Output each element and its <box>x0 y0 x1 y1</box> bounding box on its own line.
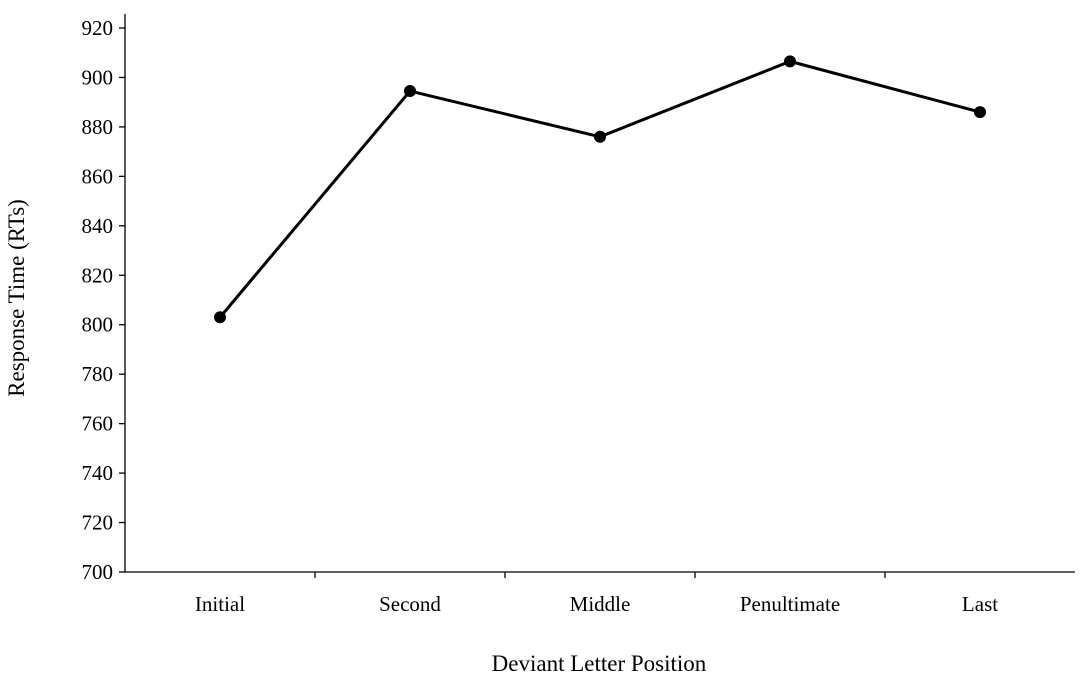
y-tick-label: 820 <box>82 263 114 287</box>
y-axis-title: Response Time (RTs) <box>4 199 29 397</box>
series-layer <box>214 55 986 324</box>
x-tick-label: Second <box>379 592 441 616</box>
y-tick-label: 780 <box>82 362 114 386</box>
data-point <box>404 85 416 98</box>
x-axis: Initial Second Middle Penultimate Last <box>125 571 1075 616</box>
y-tick-label: 760 <box>82 412 114 436</box>
y-tick-label: 720 <box>82 511 114 535</box>
y-tick-label: 800 <box>82 313 114 337</box>
y-tick-label: 880 <box>82 115 114 139</box>
y-tick-label: 740 <box>82 461 114 485</box>
x-tick-label: Penultimate <box>740 592 840 616</box>
y-tick-label: 900 <box>82 65 114 89</box>
data-point <box>974 106 986 119</box>
data-point <box>214 311 226 324</box>
y-tick-label: 700 <box>82 560 114 584</box>
x-tick-label: Middle <box>570 592 631 616</box>
y-tick-label: 920 <box>82 16 114 40</box>
series-line <box>218 59 981 319</box>
x-tick-label: Last <box>962 592 998 616</box>
y-axis: 700 720 740 760 780 800 820 840 860 880 900 920 <box>82 14 126 584</box>
data-point <box>594 130 606 143</box>
data-point <box>784 55 796 68</box>
x-tick-label: Initial <box>195 592 245 616</box>
y-tick-label: 840 <box>82 214 114 238</box>
x-axis-title: Deviant Letter Position <box>492 651 707 676</box>
y-tick-label: 860 <box>82 164 114 188</box>
